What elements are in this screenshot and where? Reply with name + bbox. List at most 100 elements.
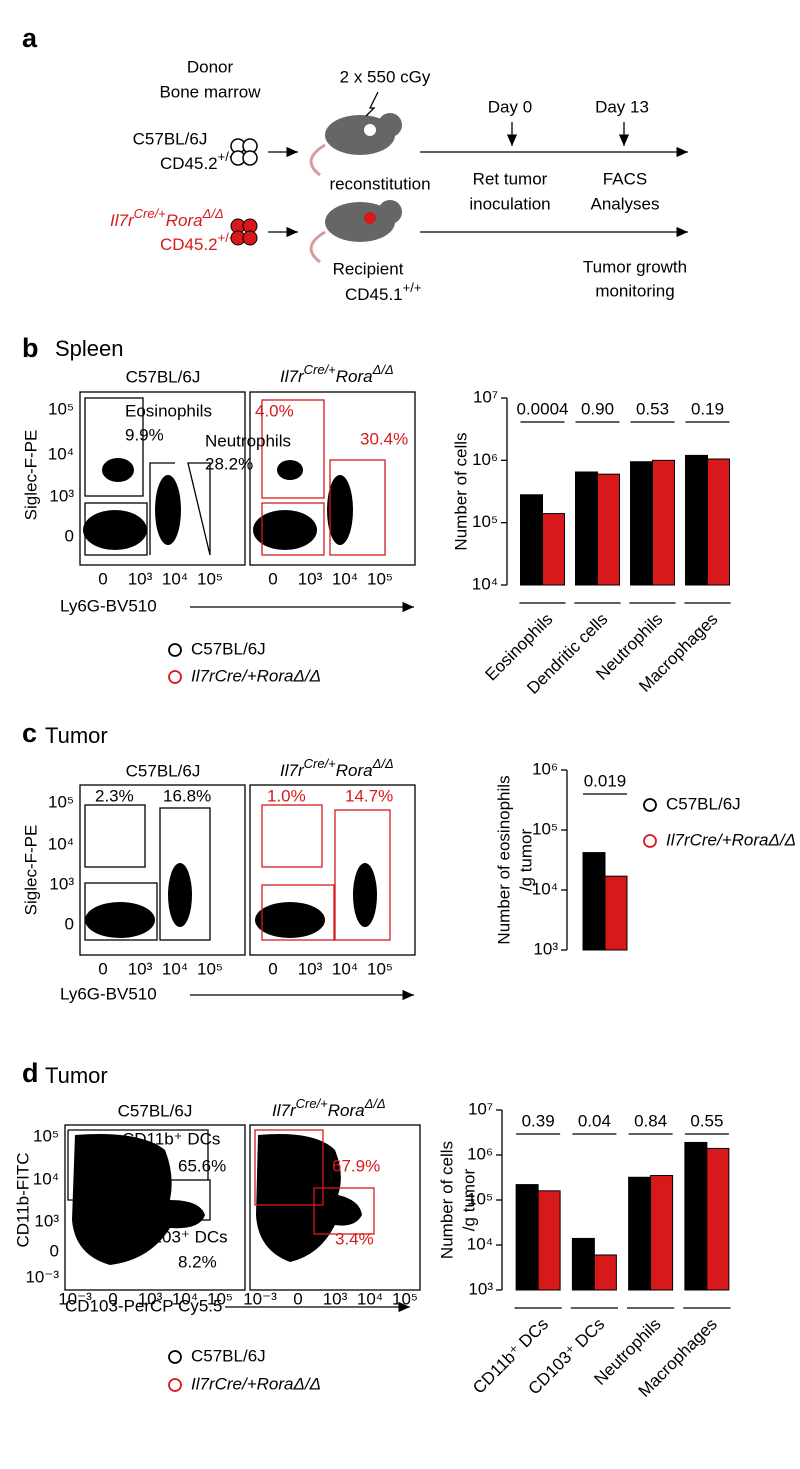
gate-label: 9.9% [125, 425, 164, 444]
tick-label: 10⁻³ [243, 1289, 277, 1308]
p-value: 0.04 [578, 1111, 611, 1130]
text: inoculation [469, 194, 550, 213]
tick-label: 10³ [128, 569, 153, 588]
tick-label: 10⁵ [367, 959, 393, 978]
tick-label: 0 [268, 959, 277, 978]
bar [604, 875, 628, 951]
bar [537, 1190, 561, 1291]
tick-label: 10⁴ [357, 1289, 383, 1308]
legend-marker [168, 1378, 182, 1392]
plot-header: Il7rCre/+RoraΔ/Δ [272, 1096, 386, 1120]
y-tick-label: 10⁷ [473, 387, 498, 406]
gate-label: 65.6% [178, 1156, 226, 1175]
text: C57BL/6J [133, 129, 208, 148]
tick-label: 10⁵ [197, 569, 223, 588]
tick-label: 10⁵ [207, 1289, 233, 1308]
axis-label: /g tumor [516, 828, 535, 891]
y-tick-label: 10⁶ [472, 450, 498, 469]
axis-label: Number of eosinophils [494, 775, 513, 944]
legend-label: Il7rCre/+RoraΔ/Δ [666, 830, 796, 849]
bar [520, 494, 543, 586]
plot-header: C57BL/6J [126, 367, 201, 386]
bar [575, 471, 598, 586]
legend-label: Il7rCre/+RoraΔ/Δ [191, 666, 321, 685]
plot-header: C57BL/6J [126, 761, 201, 780]
y-tick-label: 10⁵ [467, 1189, 493, 1208]
legend-label: Il7rCre/+RoraΔ/Δ [191, 1374, 321, 1393]
tick-label: 0 [108, 1289, 117, 1308]
plot-header: Il7rCre/+RoraΔ/Δ [280, 362, 394, 386]
tick-label: 10³ [34, 1211, 59, 1230]
p-value: 0.39 [522, 1111, 555, 1130]
text: Analyses [591, 194, 660, 213]
bar [652, 459, 675, 586]
legend-label: C57BL/6J [666, 794, 741, 813]
axis-label: Siglec-F-PE [21, 825, 40, 916]
gate-label: CD103⁺ DCs [128, 1227, 228, 1246]
bar [582, 852, 606, 951]
tick-label: 10³ [323, 1289, 348, 1308]
tick-label: 10⁴ [172, 1289, 198, 1308]
legend-label: C57BL/6J [191, 1346, 266, 1365]
text: Day 13 [595, 97, 649, 116]
p-value: 0.84 [634, 1111, 667, 1130]
tick-label: 10⁵ [48, 399, 74, 418]
cells-icon [230, 218, 258, 246]
tick-label: 10³ [138, 1289, 163, 1308]
tick-label: 0 [98, 569, 107, 588]
p-value: 0.19 [691, 399, 724, 418]
bar [597, 473, 620, 586]
mouse-icon [309, 200, 402, 264]
tick-label: 0 [50, 1241, 59, 1260]
bar [515, 1184, 539, 1291]
text: 2 x 550 cGy [340, 67, 431, 86]
tick-label: 0 [293, 1289, 302, 1308]
flow-plot [79, 391, 416, 566]
axis-label: /g tumor [459, 1168, 478, 1231]
gate-label: 4.0% [255, 401, 294, 420]
y-tick-label: 10⁵ [472, 512, 498, 531]
tick-label: 10³ [298, 959, 323, 978]
text: Day 0 [488, 97, 532, 116]
y-tick-label: 10³ [533, 939, 558, 958]
cells-icon [230, 138, 258, 166]
axis-label: Siglec-F-PE [21, 430, 40, 521]
tick-label: 0 [268, 569, 277, 588]
tick-label: 10⁵ [197, 959, 223, 978]
text: Ret tumor [473, 169, 548, 188]
bar [542, 513, 565, 586]
y-tick-label: 10³ [468, 1279, 493, 1298]
axis-label: Ly6G-BV510 [60, 984, 157, 1003]
tick-label: 10³ [298, 569, 323, 588]
bar [571, 1237, 595, 1291]
gate-label: Neutrophils [205, 431, 291, 450]
tick-label: 10⁻³ [58, 1289, 92, 1308]
y-tick-label: 10⁴ [472, 574, 498, 593]
panel-title: Tumor [45, 723, 108, 748]
bar [628, 1176, 652, 1291]
bar [593, 1254, 617, 1291]
text: Tumor growth [583, 257, 687, 276]
legend-marker [168, 1350, 182, 1364]
text: reconstitution [329, 174, 430, 193]
mouse-icon [309, 113, 402, 177]
gate-label: 16.8% [163, 786, 211, 805]
tick-label: 10⁴ [162, 569, 188, 588]
legend-marker [168, 670, 182, 684]
tick-label: 10⁴ [48, 834, 74, 853]
panel-label: a [22, 23, 38, 53]
tick-label: 0 [65, 914, 74, 933]
tick-label: 10⁴ [162, 959, 188, 978]
gate-label: 30.4% [360, 429, 408, 448]
genotype: Il7rCre/+RoraΔ/Δ [110, 206, 224, 230]
legend-marker [168, 643, 182, 657]
y-tick-label: 10⁴ [467, 1234, 493, 1253]
plot-header: Il7rCre/+RoraΔ/Δ [280, 756, 394, 780]
bar [685, 454, 708, 586]
tick-label: 10⁻³ [25, 1267, 59, 1286]
text: Donor [187, 57, 234, 76]
y-tick-label: 10⁴ [532, 879, 558, 898]
bar [630, 461, 653, 586]
panel-title: Tumor [45, 1063, 108, 1088]
